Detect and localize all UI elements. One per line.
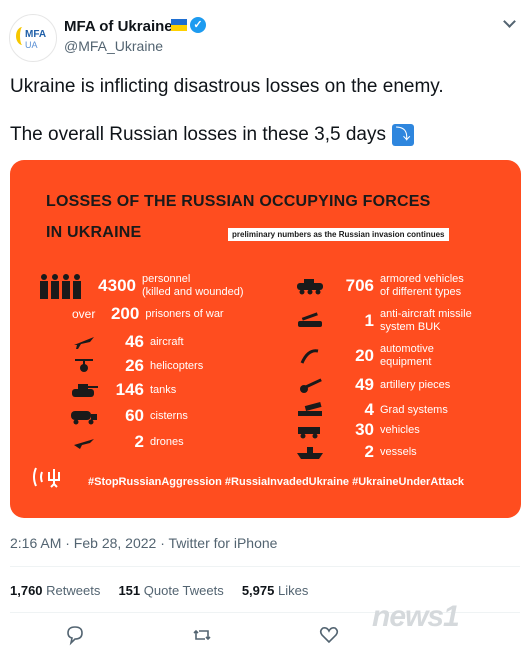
tweet-text-line-1: Ukraine is inflicting disastrous losses … <box>10 76 444 97</box>
loss-label: anti-aircraft missile system BUK <box>380 308 472 333</box>
reply-icon[interactable] <box>64 624 86 646</box>
loss-value: 2 <box>364 442 374 461</box>
loss-item: 60 cisterns <box>64 406 188 426</box>
automotive-icon <box>290 347 330 365</box>
loss-value: 146 <box>115 380 144 399</box>
tweet-text-line-2: The overall Russian losses in these 3,5 … <box>10 124 414 146</box>
vehicle-icon <box>290 421 330 439</box>
loss-label: prisoners of war <box>145 307 224 320</box>
loss-label: aircraft <box>150 335 184 348</box>
loss-value: 60 <box>125 406 144 425</box>
loss-value: 46 <box>125 332 144 351</box>
loss-item: 49 artillery pieces <box>290 375 450 395</box>
loss-item: 2 vessels <box>290 442 417 462</box>
tweet-text-line-2-text: The overall Russian losses in these 3,5 … <box>10 124 386 146</box>
loss-label: tanks <box>150 383 177 396</box>
grad-icon <box>290 401 330 419</box>
loss-value: 1 <box>364 311 374 330</box>
loss-value: 20 <box>355 346 374 365</box>
loss-label: cisterns <box>150 409 188 422</box>
verified-badge-icon: ✓ <box>190 17 206 33</box>
loss-label: drones <box>150 435 184 448</box>
divider <box>10 612 520 613</box>
mfa-logo-icon <box>16 27 29 45</box>
loss-item: 26 helicopters <box>64 356 203 376</box>
divider <box>10 566 520 567</box>
loss-value: 30 <box>355 420 374 439</box>
soldiers-icon <box>38 274 88 299</box>
tweet-timestamp[interactable]: 2:16 AM · Feb 28, 2022 · Twitter for iPh… <box>10 535 278 551</box>
loss-item: 2 drones <box>64 432 184 452</box>
avatar-subtext: UA <box>25 40 38 50</box>
more-options-icon[interactable] <box>503 16 515 28</box>
loss-label: automotive equipment <box>380 343 434 368</box>
loss-value: 26 <box>125 356 144 375</box>
like-icon[interactable] <box>318 624 340 646</box>
losses-infographic[interactable]: LOSSES OF THE RUSSIAN OCCUPYING FORCES I… <box>10 160 521 518</box>
vessel-icon <box>290 443 330 461</box>
loss-label: artillery pieces <box>380 378 451 391</box>
helicopter-icon <box>64 357 104 375</box>
infographic-title-2: IN UKRAINE <box>46 224 142 241</box>
cistern-icon <box>64 407 104 425</box>
retweet-icon[interactable] <box>191 624 213 646</box>
arrow-down-emoji-icon: ⤵ <box>391 124 414 146</box>
preliminary-note: preliminary numbers as the Russian invas… <box>228 228 449 241</box>
loss-item: 4300 personnel (killed and wounded) <box>38 273 244 299</box>
infographic-title: LOSSES OF THE RUSSIAN OCCUPYING FORCES <box>46 193 431 210</box>
retweets-stat[interactable]: 1,760 Retweets <box>10 583 101 598</box>
loss-item: 706 armored vehicles of different types <box>290 273 464 299</box>
artillery-icon <box>290 376 330 394</box>
missile-system-icon <box>290 312 330 330</box>
loss-item: 1 anti-aircraft missile system BUK <box>290 308 472 334</box>
engagement-stats: 1,760 Retweets 151 Quote Tweets 5,975 Li… <box>10 583 308 598</box>
loss-label: helicopters <box>150 359 204 372</box>
loss-label: vehicles <box>380 423 420 436</box>
loss-value: 49 <box>355 375 374 394</box>
avatar[interactable]: MFA UA <box>9 14 57 62</box>
loss-item: over 200 prisoners of war <box>72 304 224 324</box>
loss-value: 2 <box>134 432 144 451</box>
loss-item: 20 automotive equipment <box>290 343 434 369</box>
quote-tweets-stat[interactable]: 151 Quote Tweets <box>118 583 224 598</box>
loss-item: 46 aircraft <box>64 332 184 352</box>
loss-label: Grad systems <box>380 403 448 416</box>
loss-label: vessels <box>380 445 417 458</box>
loss-value: 4 <box>364 400 374 419</box>
aircraft-icon <box>64 333 104 351</box>
loss-item: 30 vehicles <box>290 420 420 440</box>
account-handle[interactable]: @MFA_Ukraine <box>64 38 164 54</box>
loss-value: 4300 <box>98 276 136 295</box>
avatar-text: MFA <box>25 29 47 40</box>
drone-icon <box>64 433 104 451</box>
tank-icon <box>64 381 104 399</box>
loss-item: 4 Grad systems <box>290 400 448 420</box>
loss-item: 146 tanks <box>64 380 176 400</box>
loss-label: personnel (killed and wounded) <box>142 273 244 298</box>
ukraine-flag-icon <box>171 19 187 31</box>
likes-stat[interactable]: 5,975 Likes <box>241 583 309 598</box>
ukraine-trident-logo-icon <box>32 464 72 490</box>
hashtags-footer: #StopRussianAggression #RussiaInvadedUkr… <box>88 476 464 488</box>
loss-value: 706 <box>345 276 374 295</box>
armored-vehicle-icon <box>290 277 330 295</box>
account-name[interactable]: MFA of Ukraine <box>64 18 173 35</box>
loss-prefix: over <box>72 307 96 321</box>
loss-label: armored vehicles of different types <box>380 273 464 298</box>
loss-value: 200 <box>110 304 140 323</box>
news1-watermark: news1 <box>372 600 460 633</box>
